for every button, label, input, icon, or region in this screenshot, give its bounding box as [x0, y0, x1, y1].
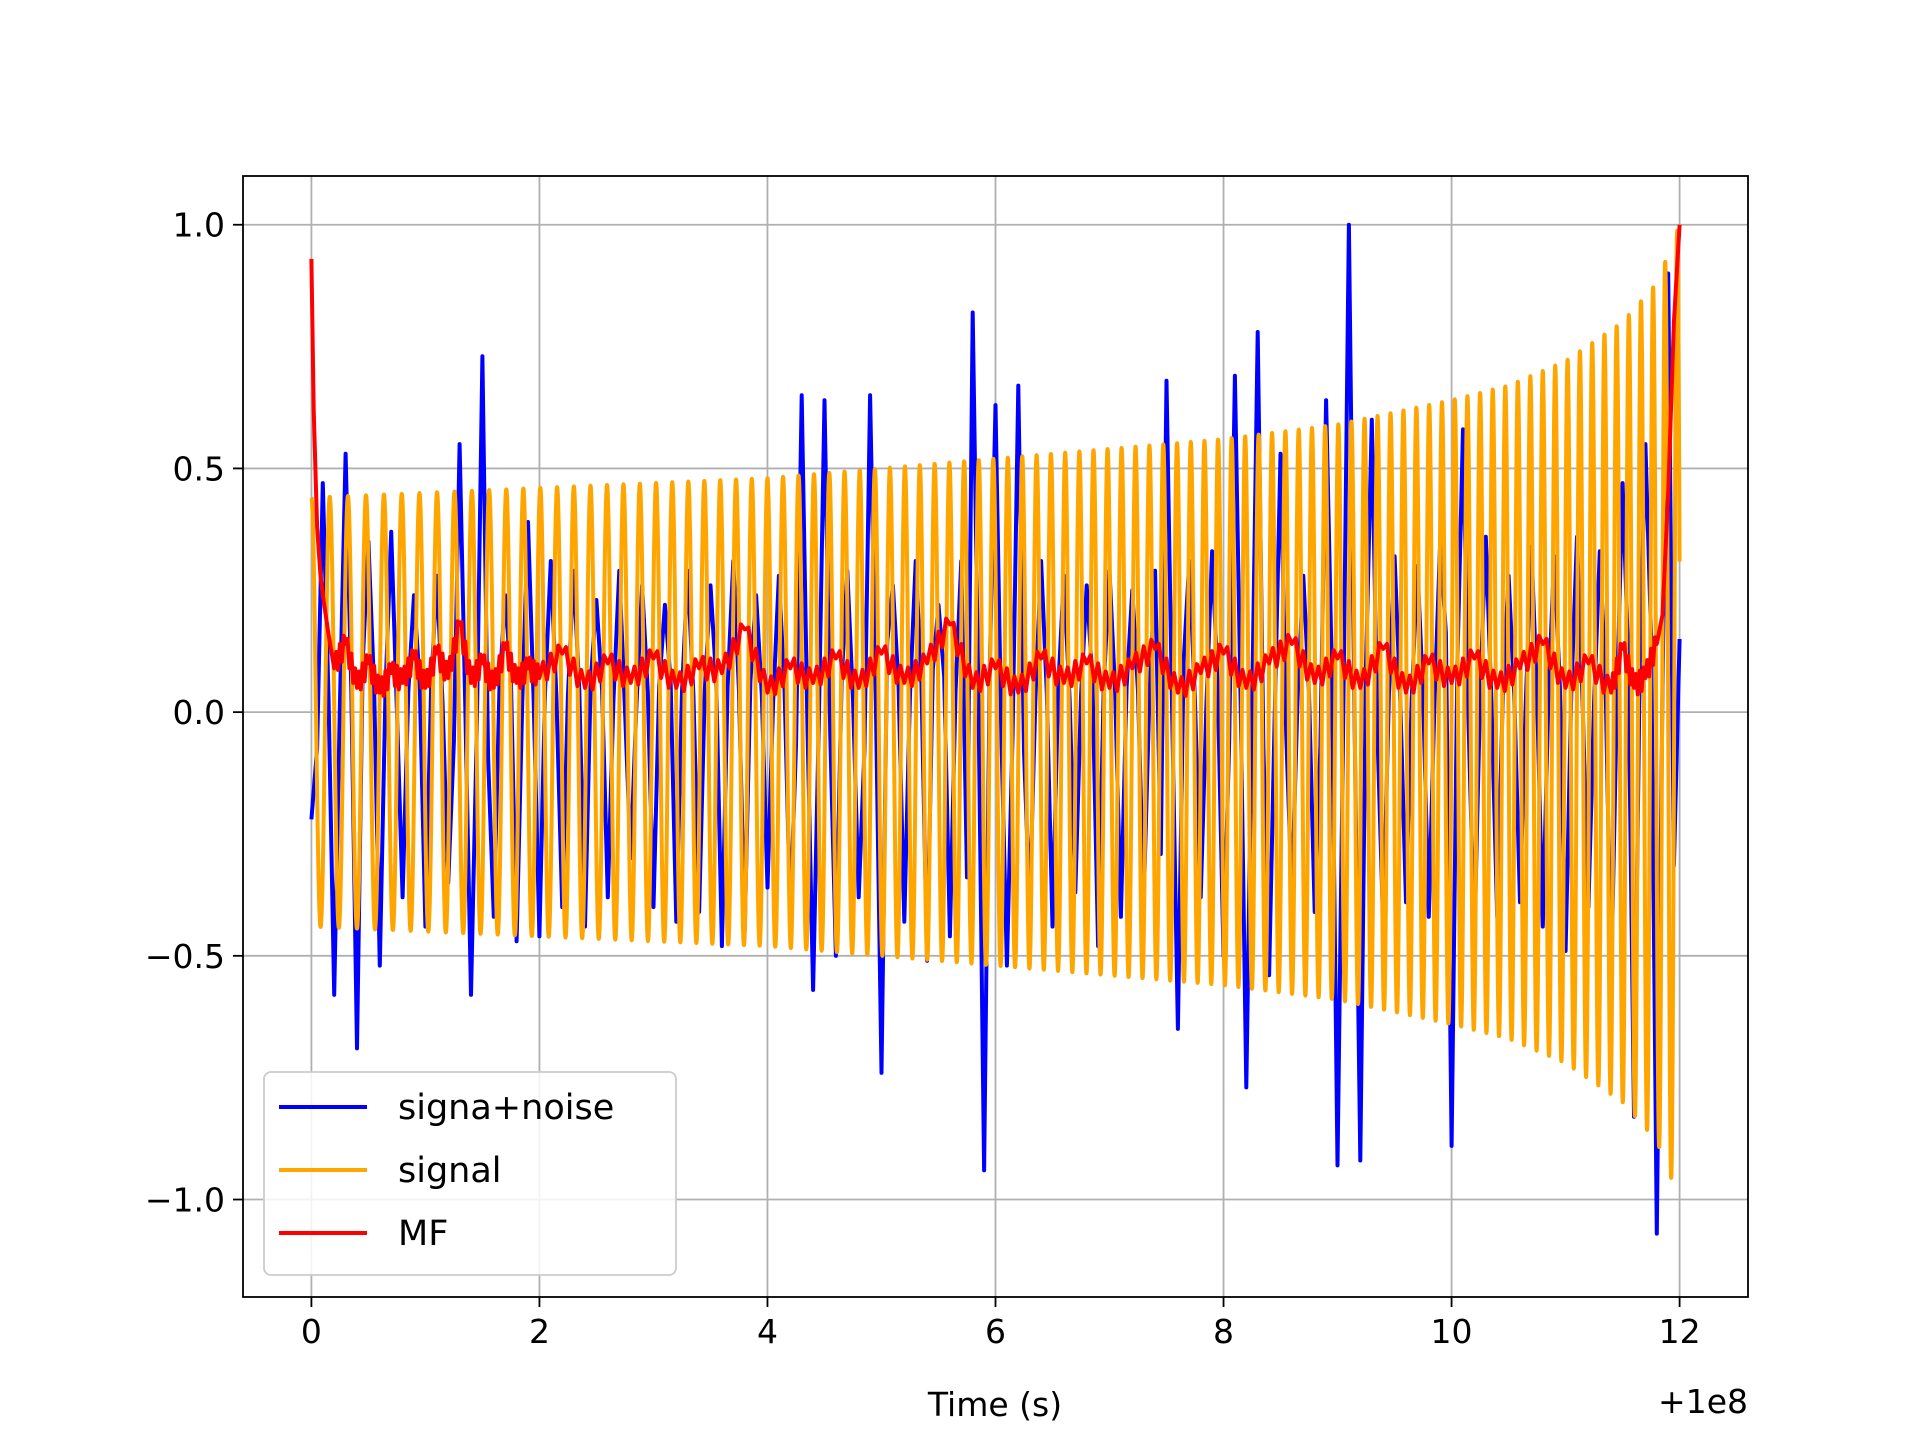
axis-ticks: 0 2 4 6 8 10 12 −1.0 −0.5 0.0 0.5 1.0 — [145, 206, 1701, 1351]
x-tick-label: 12 — [1659, 1312, 1701, 1351]
series-line-signal — [309, 228, 1682, 1180]
series-layer — [309, 222, 1682, 1236]
legend-box — [263, 1071, 677, 1276]
y-tick-label: 0.5 — [173, 449, 225, 488]
legend: signa+noise signal MF — [263, 1071, 677, 1276]
legend-label-signa-noise: signa+noise — [398, 1088, 614, 1128]
legend-label-mf: MF — [398, 1214, 448, 1254]
x-tick-label: 6 — [985, 1312, 1006, 1351]
y-tick-label: −1.0 — [145, 1181, 225, 1220]
x-tick-label: 8 — [1213, 1312, 1234, 1351]
x-tick-label: 10 — [1431, 1312, 1473, 1351]
x-axis-label: Time (s) — [927, 1385, 1062, 1424]
x-tick-label: 0 — [301, 1312, 322, 1351]
y-tick-label: 1.0 — [173, 206, 225, 245]
legend-label-signal: signal — [398, 1151, 502, 1191]
x-axis-offset-label: +1e8 — [1658, 1382, 1748, 1421]
series-line-mf — [309, 224, 1682, 698]
series-line-signa-noise — [309, 222, 1682, 1236]
x-tick-label: 4 — [757, 1312, 778, 1351]
x-tick-label: 2 — [529, 1312, 550, 1351]
y-tick-label: 0.0 — [173, 693, 225, 732]
y-tick-label: −0.5 — [145, 937, 225, 976]
